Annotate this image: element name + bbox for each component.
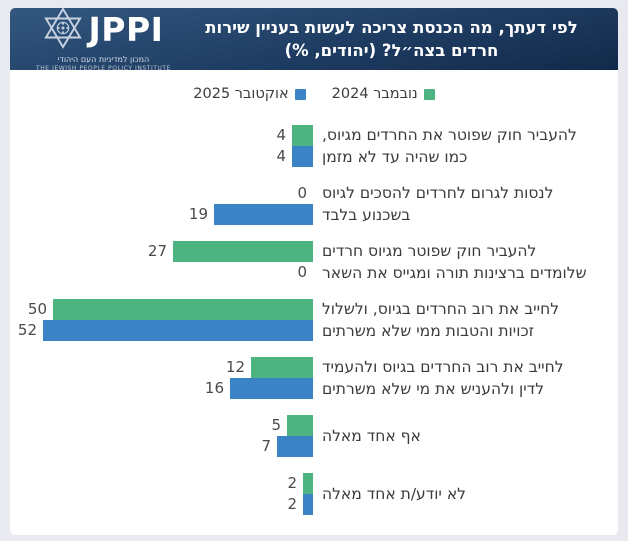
bar-value-label: 5	[271, 416, 281, 434]
bar-value-label: 27	[147, 242, 167, 260]
bar-value-label: 0	[297, 184, 307, 202]
infographic-frame: JPPI המכון למדיניות העם היהודי THE JEWIS…	[10, 6, 618, 535]
bar-oct-2025	[277, 436, 313, 457]
category-label-line: לדין ולהעניש את מי שלא משרתים	[322, 380, 545, 398]
category-label: להעביר חוק שפוטר מגיוס חרדים שלומדים ברצי…	[322, 241, 612, 283]
bar-value-label: 16	[204, 379, 224, 397]
category-label-line: לנסות לגרום לחרדים להסכים לגיוס	[322, 183, 554, 202]
chart-title: לפי דעתך, מה הכנסת צריכה לעשות בעניין שי…	[171, 16, 618, 62]
bar-group: 2 2 לא יודע/ת אחד מאלה	[10, 473, 618, 515]
bar-value-label: 2	[287, 474, 297, 492]
category-label-line: זכויות והטבות ממי שלא משרתים	[322, 322, 535, 340]
star-of-david-icon	[43, 6, 82, 53]
chart-card: נובמבר 2024 אוקטובר 2025 4 4 להעביר חוק שפו…	[10, 70, 618, 535]
bar-nov-2024	[251, 357, 313, 378]
bar-oct-2025	[230, 378, 313, 399]
bar-group: 12 16 לחייב את רוב החרדים בגיוס ולהעמיד לדי…	[10, 357, 618, 399]
category-label-line: כמו שהיה עד לא מזמן	[322, 148, 468, 166]
category-label: להעביר חוק שפוטר את החרדים מגיוס, כמו שהי…	[322, 125, 612, 167]
bar-group: 27 0 להעביר חוק שפוטר מגיוס חרדים שלומדים ב…	[10, 241, 618, 283]
bar-oct-2025	[214, 204, 313, 225]
bar-value-label: 4	[276, 147, 286, 165]
category-label: לנסות לגרום לחרדים להסכים לגיוס בשכנוע בל…	[322, 183, 612, 225]
bar-group: 0 19 לנסות לגרום לחרדים להסכים לגיוס בשכנוע…	[10, 183, 618, 225]
bar-nov-2024	[53, 299, 313, 320]
bar-value-label: 7	[261, 437, 271, 455]
category-label-line: לא יודע/ת אחד מאלה	[322, 484, 466, 503]
bar-oct-2025	[43, 320, 313, 341]
chart-title-line2: חרדים בצה״ל? (יהודים, %)	[284, 41, 499, 60]
category-label-line: להעביר חוק שפוטר מגיוס חרדים	[322, 241, 537, 260]
category-label-line: לחייב את רוב החרדים בגיוס ולהעמיד	[322, 357, 564, 376]
legend-label: אוקטובר 2025	[193, 86, 289, 102]
bar-oct-2025	[292, 146, 313, 167]
bar-nov-2024	[287, 415, 313, 436]
header-banner: JPPI המכון למדיניות העם היהודי THE JEWIS…	[10, 6, 618, 72]
category-label: לחייב את רוב החרדים בגיוס ולהעמיד לדין ול…	[322, 357, 612, 399]
legend-swatch-icon	[423, 88, 435, 100]
category-label-line: בשכנוע בלבד	[322, 206, 411, 224]
category-label: אף אחד מאלה	[322, 415, 612, 457]
category-label-line: להעביר חוק שפוטר את החרדים מגיוס,	[322, 125, 577, 144]
category-label: לחייב את רוב החרדים בגיוס, ולשלול זכויות …	[322, 299, 612, 341]
category-label-line: לחייב את רוב החרדים בגיוס, ולשלול	[322, 299, 560, 318]
legend-swatch-icon	[294, 88, 306, 100]
bar-nov-2024	[303, 473, 313, 494]
chart-legend: נובמבר 2024 אוקטובר 2025	[10, 86, 618, 102]
chart-title-line1: לפי דעתך, מה הכנסת צריכה לעשות בעניין שי…	[205, 18, 578, 37]
bar-group: 4 4 להעביר חוק שפוטר את החרדים מגיוס, כמו ש…	[10, 125, 618, 167]
bar-value-label: 50	[27, 300, 47, 318]
legend-label: נובמבר 2024	[331, 86, 418, 102]
bar-group: 5 7 אף אחד מאלה	[10, 415, 618, 457]
category-label-line: אף אחד מאלה	[322, 426, 421, 445]
bar-group: 50 52 לחייב את רוב החרדים בגיוס, ולשלול זכו…	[10, 299, 618, 341]
jppi-logo: JPPI המכון למדיניות העם היהודי THE JEWIS…	[36, 6, 171, 72]
bar-nov-2024	[173, 241, 313, 262]
logo-wordmark: JPPI	[88, 10, 164, 49]
category-label: לא יודע/ת אחד מאלה	[322, 473, 612, 515]
legend-item-oct-2025: אוקטובר 2025	[193, 86, 306, 102]
bar-value-label: 52	[17, 321, 37, 339]
bar-value-label: 4	[276, 126, 286, 144]
bar-value-label: 2	[287, 495, 297, 513]
bar-nov-2024	[292, 125, 313, 146]
bar-value-label: 12	[225, 358, 245, 376]
logo-subtitle-english: THE JEWISH PEOPLE POLICY INSTITUTE	[36, 64, 171, 72]
legend-item-nov-2024: נובמבר 2024	[332, 86, 435, 102]
bar-value-label: 19	[188, 205, 208, 223]
logo-subtitle-hebrew: המכון למדיניות העם היהודי	[57, 54, 150, 64]
bar-value-label: 0	[297, 263, 307, 281]
category-label-line: שלומדים ברצינות תורה ומגייס את השאר	[322, 264, 587, 282]
bar-oct-2025	[303, 494, 313, 515]
